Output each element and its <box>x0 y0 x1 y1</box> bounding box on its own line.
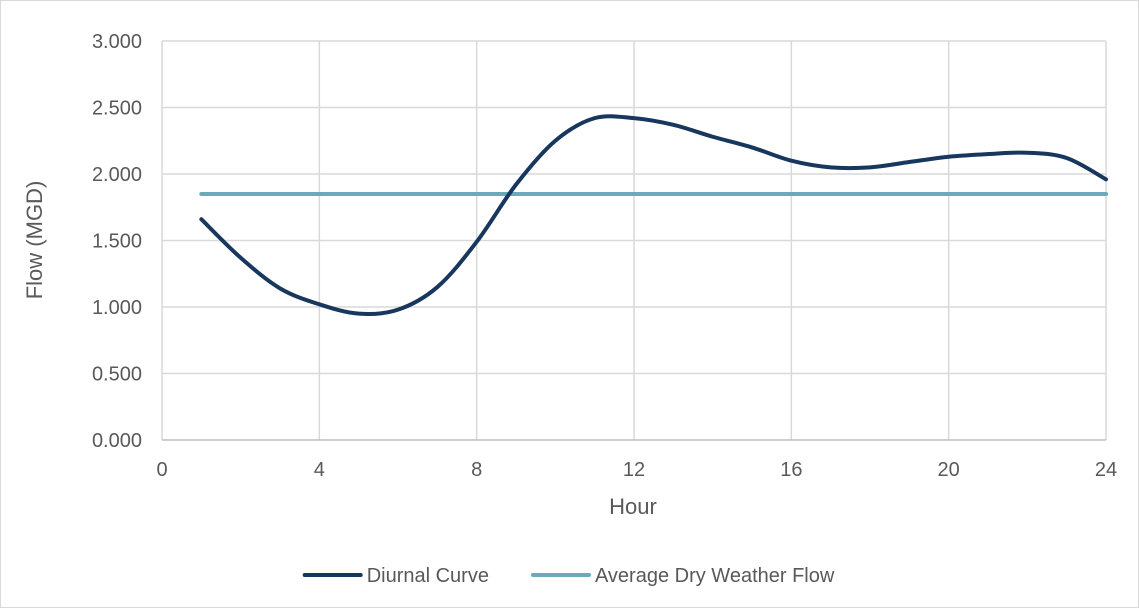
x-tick-label: 8 <box>471 459 482 481</box>
x-tick-label: 12 <box>623 459 645 481</box>
legend-label-average-dry-weather-flow: Average Dry Weather Flow <box>595 565 835 587</box>
y-tick-label: 0.500 <box>92 364 142 386</box>
y-tick-label: 3.000 <box>92 31 142 53</box>
x-axis-title: Hour <box>609 494 657 519</box>
legend-label-diurnal-curve: Diurnal Curve <box>367 565 489 587</box>
y-tick-label: 1.000 <box>92 297 142 319</box>
x-tick-label: 0 <box>156 459 167 481</box>
y-tick-label: 0.000 <box>92 430 142 452</box>
gridlines <box>161 40 1107 440</box>
y-tick-label: 2.000 <box>92 164 142 186</box>
series-lines <box>199 114 1108 317</box>
tick-labels: 0.000 0.500 1.000 1.500 2.000 2.500 3.000 0 4 8 12… <box>92 31 1117 481</box>
legend: Diurnal Curve Average Dry Weather Flow <box>302 565 835 587</box>
x-tick-label: 24 <box>1095 459 1117 481</box>
x-tick-label: 20 <box>938 459 960 481</box>
y-tick-label: 1.500 <box>92 231 142 253</box>
x-tick-label: 4 <box>314 459 325 481</box>
y-axis-title: Flow (MGD) <box>22 181 47 300</box>
x-tick-label: 16 <box>780 459 802 481</box>
y-tick-label: 2.500 <box>92 98 142 120</box>
diurnal-curve-line <box>199 114 1108 317</box>
